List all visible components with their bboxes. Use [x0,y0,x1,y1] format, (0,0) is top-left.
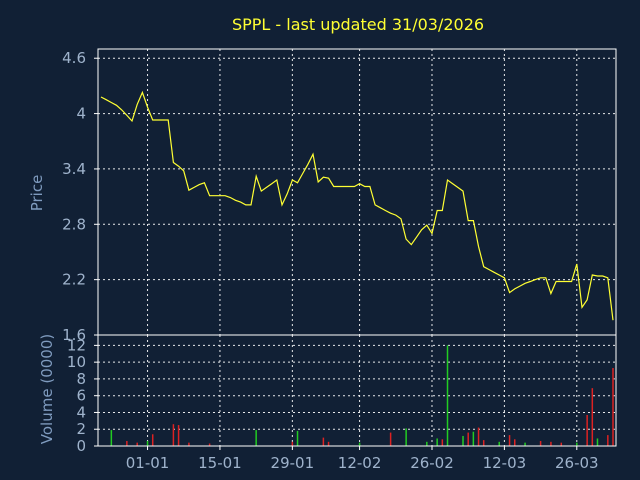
x-tick-label: 26-02 [410,454,454,472]
volume-panel-frame [97,334,617,447]
x-tick-label: 26-03 [555,454,599,472]
volume-tick-label: 10 [67,353,86,371]
volume-tick-label: 2 [76,420,86,438]
volume-grid [98,335,616,446]
volume-tick-label: 6 [76,387,86,405]
x-tick-label: 29-01 [271,454,315,472]
volume-tick-label: 12 [67,336,86,354]
volume-axis-label: Volume (0000) [38,334,56,444]
price-grid [98,49,616,335]
price-panel-frame [97,48,617,336]
x-tick-label: 01-01 [126,454,170,472]
price-y-ticks: 4.6 4 3.4 2.8 2.2 1.6 [62,49,98,344]
x-tick-label: 12-02 [338,454,382,472]
price-tick-label: 1.6 [62,326,86,344]
volume-bars [110,345,614,446]
price-series [100,90,614,321]
x-ticks: 01-01 15-01 29-01 12-02 26-02 12-03 26-03 [126,446,599,472]
price-tick-label: 4.6 [62,49,86,67]
x-tick-label: 12-03 [483,454,527,472]
price-tick-label: 4 [76,105,86,123]
volume-tick-label: 0 [76,437,86,455]
price-tick-label: 2.8 [62,215,86,233]
price-axis-label: Price [28,175,46,212]
price-line [100,90,614,321]
volume-tick-label: 4 [76,403,86,421]
price-tick-label: 3.4 [62,160,86,178]
chart-title: SPPL - last updated 31/03/2026 [232,15,484,34]
x-tick-label: 15-01 [198,454,242,472]
price-tick-label: 2.2 [62,271,86,289]
volume-tick-label: 8 [76,370,86,388]
